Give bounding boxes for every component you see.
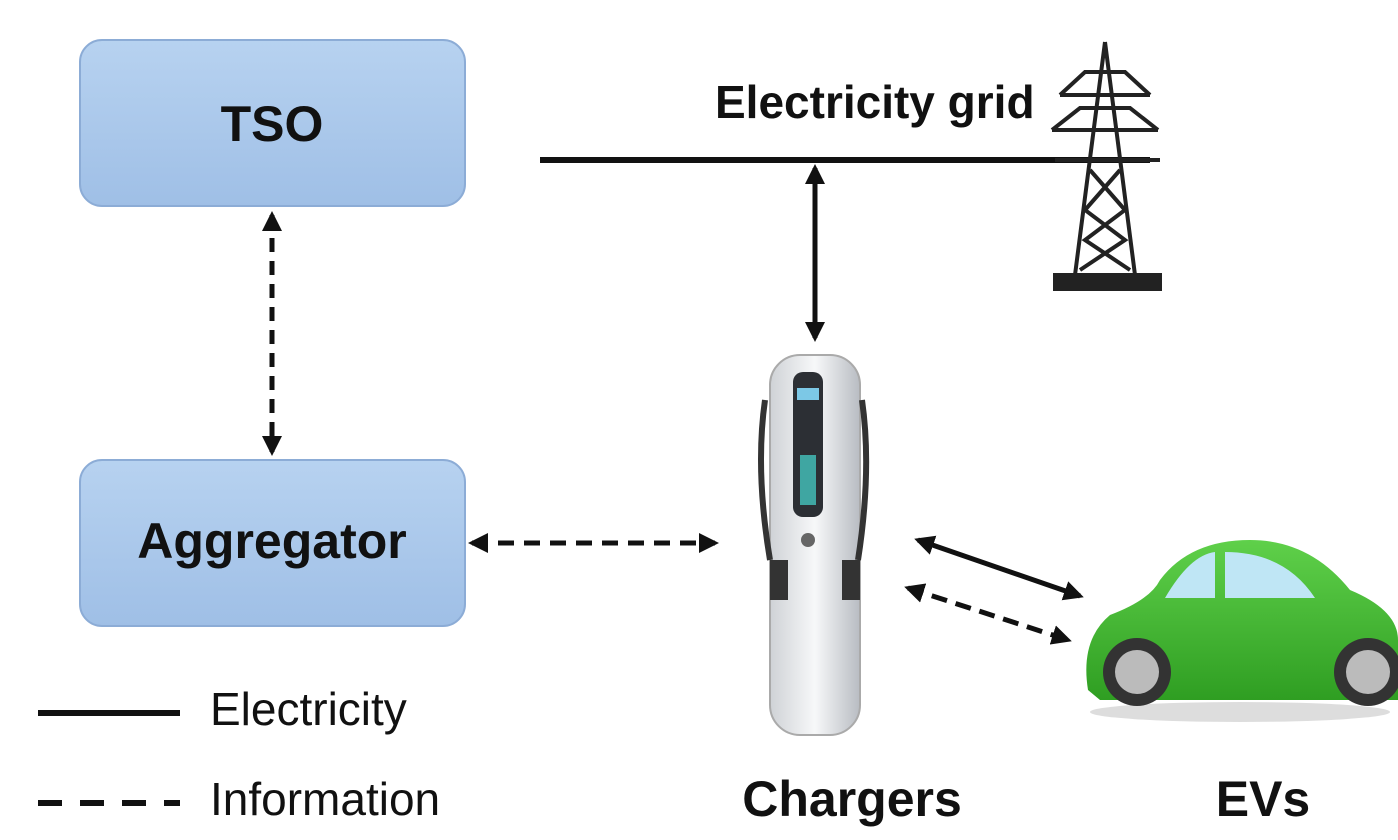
grid-label: Electricity grid (715, 76, 1035, 128)
tso-label: TSO (221, 96, 324, 152)
car-icon (1086, 540, 1398, 722)
tso-box (79, 39, 466, 207)
legend-label: Information (210, 773, 440, 825)
aggregator-box (79, 459, 466, 627)
charger-icon (758, 354, 870, 736)
chargers-label: Chargers (742, 771, 962, 827)
aggregator-label: Aggregator (137, 513, 406, 569)
evs-label: EVs (1216, 771, 1311, 827)
legend-label: Electricity (210, 683, 407, 735)
power-arrow (914, 535, 1084, 601)
info-arrow (904, 583, 1072, 645)
tower-icon (1050, 41, 1162, 291)
